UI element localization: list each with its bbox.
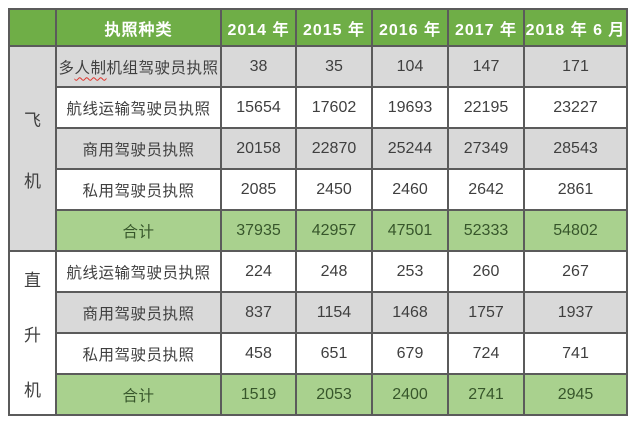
value-cell: 17602: [295, 86, 373, 129]
header-year-2: 2015 年: [295, 8, 373, 47]
value-cell: 28543: [523, 127, 628, 170]
value-cell: 248: [295, 250, 373, 293]
license-label-cell: 商用驾驶员执照: [55, 127, 222, 170]
table-row: 商用驾驶员执照 20158 22870 25244 27349 28543: [9, 127, 628, 170]
value-cell: 171: [523, 45, 628, 88]
table-row: 航线运输驾驶员执照 15654 17602 19693 22195 23227: [9, 86, 628, 129]
value-cell: 2085: [220, 168, 297, 211]
table-row: 私用驾驶员执照 2085 2450 2460 2642 2861: [9, 168, 628, 211]
header-year-1: 2014 年: [220, 8, 297, 47]
table-row: 合计 37935 42957 47501 52333 54802: [9, 209, 628, 252]
license-label-cell: 航线运输驾驶员执照: [55, 86, 222, 129]
value-cell: 224: [220, 250, 297, 293]
value-cell: 38: [220, 45, 297, 88]
header-year-4: 2017 年: [447, 8, 525, 47]
value-cell: 837: [220, 291, 297, 334]
total-label-cell: 合计: [55, 373, 222, 416]
table-header: 执照种类 2014 年 2015 年 2016 年 2017 年 2018 年 6 月: [8, 8, 628, 47]
table-row: 飞机多人制机组驾驶员执照 38 35 104 147 171: [8, 45, 628, 252]
value-cell: 2460: [371, 168, 449, 211]
header-year-3: 2016 年: [371, 8, 449, 47]
total-value-cell: 2400: [371, 373, 449, 416]
license-table: 执照种类 2014 年 2015 年 2016 年 2017 年 2018 年 6 月 飞…: [8, 8, 628, 416]
value-cell: 20158: [220, 127, 297, 170]
value-cell: 27349: [447, 127, 525, 170]
value-cell: 104: [371, 45, 449, 88]
license-label-cell: 航线运输驾驶员执照: [55, 250, 222, 293]
table-row: 直升机航线运输驾驶员执照 224 248 253 260 267: [8, 250, 628, 416]
total-value-cell: 1519: [220, 373, 297, 416]
total-label-cell: 合计: [55, 209, 222, 252]
total-value-cell: 54802: [523, 209, 628, 252]
group-cell-helicopter: 直升机: [8, 250, 57, 416]
table-row: 商用驾驶员执照 837 1154 1468 1757 1937: [9, 291, 628, 334]
value-cell: 15654: [220, 86, 297, 129]
value-cell: 1154: [295, 291, 373, 334]
total-value-cell: 2741: [447, 373, 525, 416]
total-value-cell: 37935: [220, 209, 297, 252]
table-body: 飞机多人制机组驾驶员执照 38 35 104 147 171 航线运输驾驶员执照 15654 1…: [8, 45, 628, 416]
value-cell: 651: [295, 332, 373, 375]
header-corner-cell: [8, 8, 57, 47]
license-label-cell: 多人制机组驾驶员执照: [55, 45, 222, 88]
value-cell: 267: [523, 250, 628, 293]
value-cell: 19693: [371, 86, 449, 129]
value-cell: 679: [371, 332, 449, 375]
header-license-type: 执照种类: [55, 8, 222, 47]
value-cell: 2450: [295, 168, 373, 211]
total-value-cell: 2945: [523, 373, 628, 416]
value-cell: 458: [220, 332, 297, 375]
license-label-cell: 私用驾驶员执照: [55, 168, 222, 211]
value-cell: 2861: [523, 168, 628, 211]
total-value-cell: 52333: [447, 209, 525, 252]
value-cell: 1937: [523, 291, 628, 334]
value-cell: 260: [447, 250, 525, 293]
total-value-cell: 2053: [295, 373, 373, 416]
header-row: 执照种类 2014 年 2015 年 2016 年 2017 年 2018 年 6 月: [8, 8, 628, 47]
header-year-5: 2018 年 6 月: [523, 8, 628, 47]
total-value-cell: 42957: [295, 209, 373, 252]
table-row: 私用驾驶员执照 458 651 679 724 741: [9, 332, 628, 375]
group-vertical-label: 飞机: [24, 110, 41, 191]
value-cell: 1757: [447, 291, 525, 334]
value-cell: 147: [447, 45, 525, 88]
value-cell: 253: [371, 250, 449, 293]
value-cell: 22195: [447, 86, 525, 129]
total-value-cell: 47501: [371, 209, 449, 252]
license-label-cell: 商用驾驶员执照: [55, 291, 222, 334]
table-row: 合计 1519 2053 2400 2741 2945: [9, 373, 628, 416]
group-cell-airplane: 飞机: [8, 45, 57, 252]
spellcheck-underline: 人制: [74, 59, 107, 77]
value-cell: 741: [523, 332, 628, 375]
license-label-cell: 私用驾驶员执照: [55, 332, 222, 375]
value-cell: 2642: [447, 168, 525, 211]
value-cell: 22870: [295, 127, 373, 170]
value-cell: 23227: [523, 86, 628, 129]
value-cell: 1468: [371, 291, 449, 334]
value-cell: 35: [295, 45, 373, 88]
value-cell: 724: [447, 332, 525, 375]
group-vertical-label: 直升机: [24, 270, 41, 400]
value-cell: 25244: [371, 127, 449, 170]
